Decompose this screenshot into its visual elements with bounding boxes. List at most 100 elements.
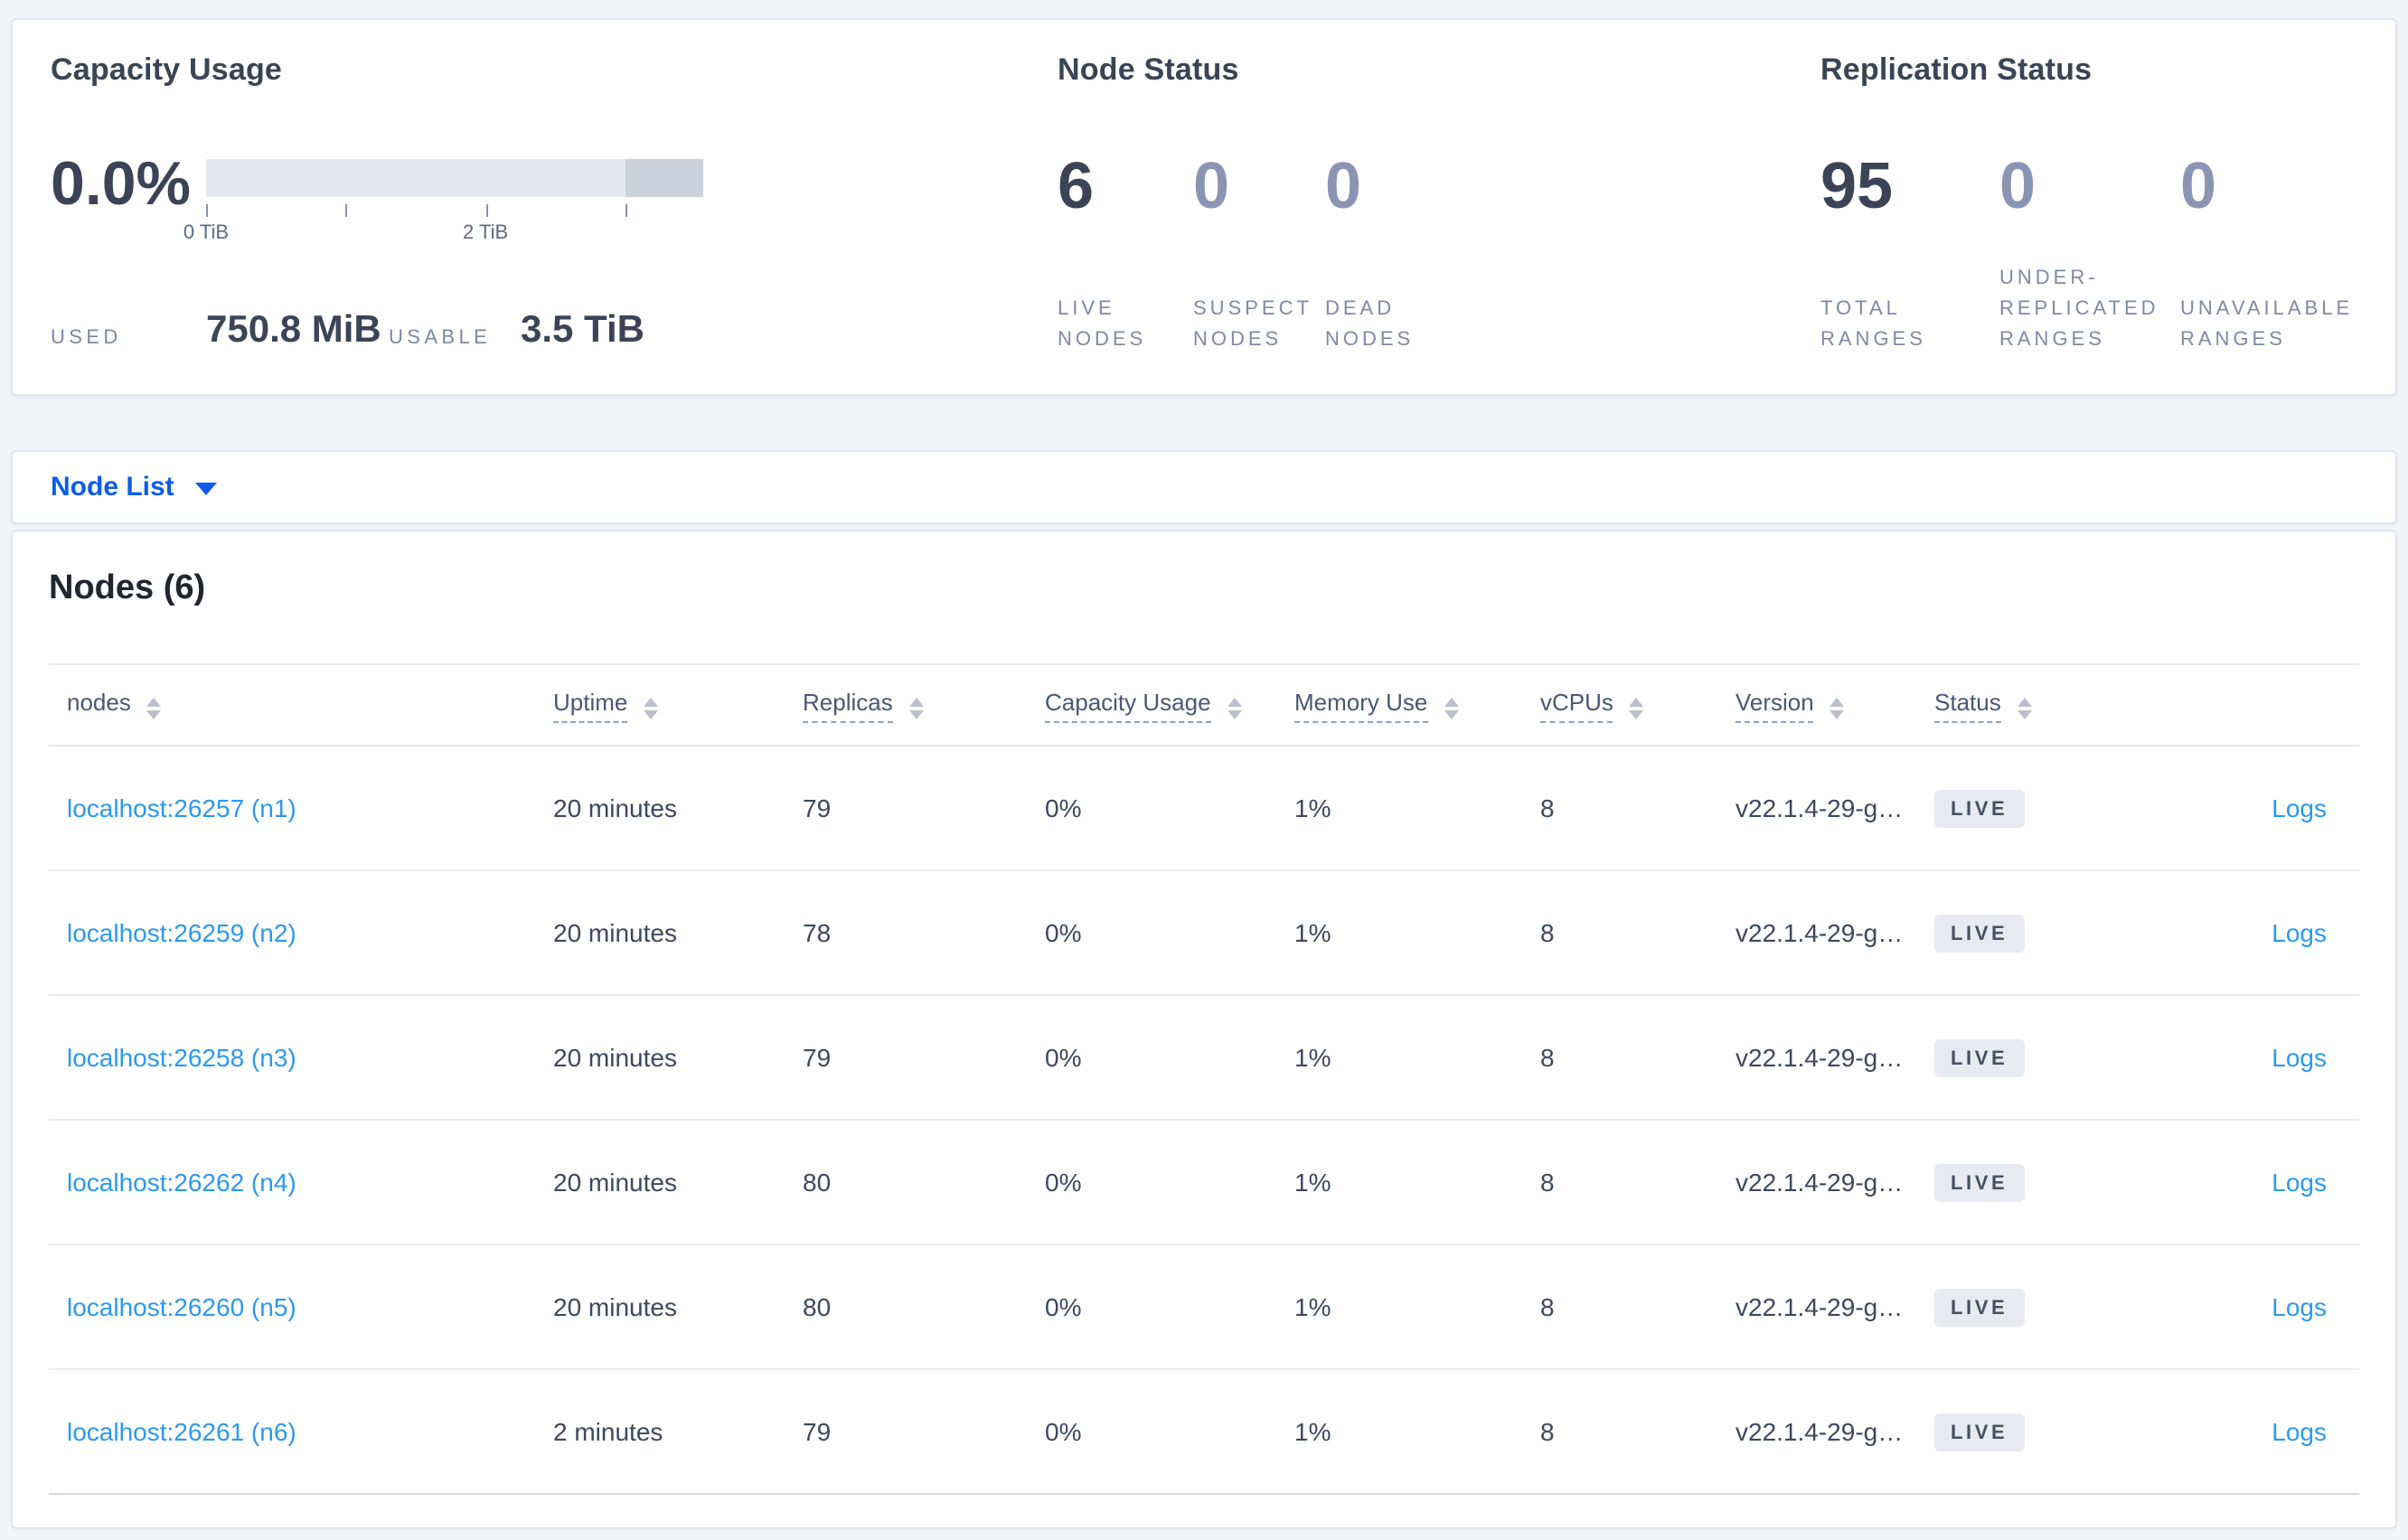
replicas-cell: 79: [803, 1417, 832, 1446]
vcpus-cell: 8: [1540, 1292, 1555, 1321]
total-ranges-label: TOTAL RANGES: [1820, 298, 1926, 351]
total-ranges-stat: 95 TOTAL RANGES: [1820, 148, 1999, 356]
logs-link[interactable]: Logs: [2272, 793, 2327, 822]
capacity-percent: 0.0%: [51, 150, 191, 219]
capacity-bar: [206, 159, 703, 197]
capacity-bar-ticks: 0 TiB 2 TiB: [183, 159, 703, 268]
node-link[interactable]: localhost:26260 (n5): [67, 1292, 296, 1321]
node-row: localhost:26258 (n3) 20 minutes 79 0% 1%…: [49, 996, 2359, 1121]
node-link[interactable]: localhost:26258 (n3): [67, 1043, 296, 1072]
version-cell: v22.1.4-29-g…: [1735, 793, 1904, 822]
sort-arrows-icon: [1444, 697, 1459, 718]
view-selector-bar: Node List: [11, 450, 2397, 524]
logs-link[interactable]: Logs: [2272, 1417, 2327, 1446]
nodes-table-title: Nodes (6): [49, 569, 206, 607]
column-header-status[interactable]: Status: [1934, 688, 2133, 722]
memory-use-cell: 1%: [1294, 1292, 1331, 1321]
column-header-vcpus[interactable]: vCPUs: [1540, 688, 1735, 722]
under-replicated-ranges-stat: 0 UNDER-REPLICATED RANGES: [1999, 148, 2180, 356]
replicas-cell: 80: [803, 1168, 832, 1197]
capacity-axis-tick: [345, 204, 348, 217]
replicas-cell: 79: [803, 793, 832, 822]
live-nodes-count: 6: [1058, 148, 1095, 222]
status-badge: LIVE: [1934, 1163, 2025, 1201]
vcpus-cell: 8: [1540, 918, 1555, 947]
uptime-cell: 20 minutes: [553, 1043, 677, 1072]
capacity-axis-tick-label: 2 TiB: [463, 222, 509, 244]
node-row: localhost:26261 (n6) 2 minutes 79 0% 1% …: [49, 1370, 2359, 1495]
memory-use-cell: 1%: [1294, 793, 1331, 822]
capacity-bar-chart: 0 TiB 2 TiB: [183, 159, 703, 268]
capacity-axis-tick: [625, 204, 627, 217]
vcpus-cell: 8: [1540, 1168, 1555, 1197]
nodes-table-header: nodes Uptime Replicas Capacity Usage Mem…: [49, 663, 2359, 747]
uptime-cell: 20 minutes: [553, 793, 677, 822]
suspect-nodes-stat: 0 SUSPECT NODES: [1193, 153, 1325, 356]
sort-arrows-icon: [1629, 697, 1644, 718]
usable-value: 3.5 TiB: [521, 309, 644, 351]
dead-nodes-count: 0: [1325, 148, 1362, 222]
capacity-usage-title: Capacity Usage: [51, 52, 283, 87]
node-status-title: Node Status: [1058, 52, 1239, 87]
memory-use-cell: 1%: [1294, 1417, 1331, 1446]
column-header-nodes[interactable]: nodes: [49, 689, 553, 721]
vcpus-cell: 8: [1540, 1043, 1555, 1072]
uptime-cell: 2 minutes: [553, 1417, 663, 1446]
sort-arrows-icon: [1830, 697, 1845, 718]
node-link[interactable]: localhost:26257 (n1): [67, 793, 296, 822]
replication-status-stats: 95 TOTAL RANGES 0 UNDER-REPLICATED RANGE…: [1820, 148, 2394, 356]
logs-link[interactable]: Logs: [2272, 918, 2327, 947]
capacity-usage-cell: 0%: [1045, 1292, 1082, 1321]
version-cell: v22.1.4-29-g…: [1735, 918, 1904, 947]
summary-card: Capacity Usage 0.0% 0 TiB 2 TiB USED 750.…: [11, 18, 2397, 396]
sort-arrows-icon: [908, 697, 924, 718]
vcpus-cell: 8: [1540, 793, 1555, 822]
status-badge: LIVE: [1934, 789, 2025, 827]
total-ranges-count: 95: [1820, 148, 1894, 222]
column-header-version[interactable]: Version: [1735, 688, 1934, 722]
column-header-uptime[interactable]: Uptime: [553, 688, 803, 722]
live-nodes-label: LIVE NODES: [1058, 298, 1147, 351]
logs-link[interactable]: Logs: [2272, 1043, 2327, 1072]
nodes-table-body: localhost:26257 (n1) 20 minutes 79 0% 1%…: [49, 747, 2359, 1495]
column-header-memory-use[interactable]: Memory Use: [1294, 688, 1540, 722]
status-badge: LIVE: [1934, 914, 2025, 952]
under-replicated-ranges-count: 0: [1999, 148, 2036, 222]
version-cell: v22.1.4-29-g…: [1735, 1417, 1904, 1446]
unavailable-ranges-stat: 0 UNAVAILABLE RANGES: [2180, 148, 2394, 356]
column-header-replicas[interactable]: Replicas: [803, 688, 1045, 722]
node-row: localhost:26262 (n4) 20 minutes 80 0% 1%…: [49, 1121, 2359, 1245]
under-replicated-ranges-label: UNDER-REPLICATED RANGES: [1999, 268, 2159, 351]
capacity-usage-cell: 0%: [1045, 918, 1082, 947]
status-badge: LIVE: [1934, 1288, 2025, 1326]
node-link[interactable]: localhost:26261 (n6): [67, 1417, 296, 1446]
nodes-table: nodes Uptime Replicas Capacity Usage Mem…: [49, 663, 2359, 1495]
memory-use-cell: 1%: [1294, 1168, 1331, 1197]
column-header-capacity-usage[interactable]: Capacity Usage: [1045, 688, 1294, 722]
node-link[interactable]: localhost:26259 (n2): [67, 918, 296, 947]
logs-link[interactable]: Logs: [2272, 1168, 2327, 1197]
sort-arrows-icon: [2017, 697, 2032, 718]
status-badge: LIVE: [1934, 1413, 2025, 1451]
version-cell: v22.1.4-29-g…: [1735, 1168, 1904, 1197]
capacity-usage-cell: 0%: [1045, 1417, 1082, 1446]
usable-label: USABLE: [389, 327, 492, 349]
uptime-cell: 20 minutes: [553, 1292, 677, 1321]
version-cell: v22.1.4-29-g…: [1735, 1292, 1904, 1321]
capacity-usage-cell: 0%: [1045, 1168, 1082, 1197]
unavailable-ranges-label: UNAVAILABLE RANGES: [2180, 298, 2354, 351]
node-list-dropdown[interactable]: Node List: [51, 472, 218, 502]
logs-link[interactable]: Logs: [2272, 1292, 2327, 1321]
sort-arrows-icon: [644, 697, 659, 718]
node-link[interactable]: localhost:26262 (n4): [67, 1168, 296, 1197]
node-row: localhost:26259 (n2) 20 minutes 78 0% 1%…: [49, 871, 2359, 996]
memory-use-cell: 1%: [1294, 918, 1331, 947]
node-status-stats: 6 LIVE NODES 0 SUSPECT NODES 0 DEAD NODE…: [1058, 148, 1452, 356]
replicas-cell: 79: [803, 1043, 832, 1072]
capacity-axis-tick: [485, 204, 488, 217]
capacity-axis-tick-label: 0 TiB: [183, 222, 230, 244]
capacity-usage-cell: 0%: [1045, 793, 1082, 822]
unavailable-ranges-count: 0: [2180, 148, 2217, 222]
replicas-cell: 80: [803, 1292, 832, 1321]
